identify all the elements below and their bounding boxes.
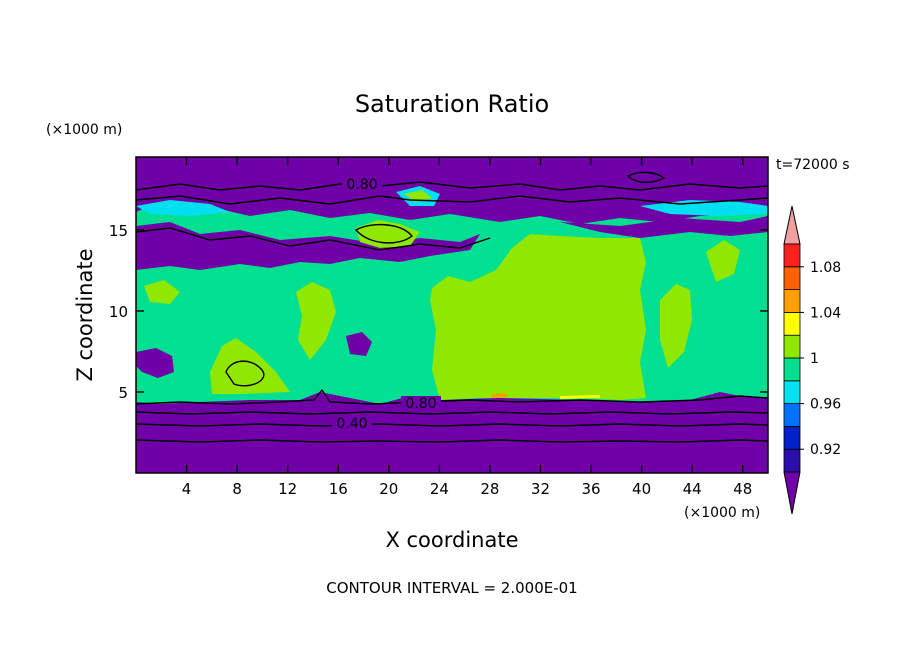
colorbar-label: 1 — [810, 351, 819, 367]
plot-frame — [135, 156, 769, 474]
colorbar-bin — [783, 289, 801, 313]
heatmap-field — [136, 157, 768, 473]
x-tick-label: 8 — [232, 480, 242, 498]
x-tick-label: 24 — [430, 480, 449, 498]
supersaturated-patch-right — [660, 284, 692, 368]
upper-cloud-streak-left — [136, 200, 230, 216]
chart-title: Saturation Ratio — [355, 90, 549, 118]
contour-lines — [136, 171, 768, 443]
contour-label-lower-080: 0.80 — [405, 396, 436, 412]
colorbar-label: 1.04 — [810, 305, 841, 321]
colorbar-bin — [783, 243, 801, 268]
time-label: t=72000 s — [776, 157, 850, 173]
colorbar-bin — [783, 380, 801, 404]
contour-0.40-lower — [136, 423, 768, 427]
supersaturated-core — [430, 234, 646, 400]
cloud-base-orange — [492, 393, 507, 398]
x-tick-label: 48 — [733, 480, 752, 498]
upper-cloud-puff-center-green — [404, 190, 432, 202]
contour-loop-3 — [626, 171, 666, 183]
dry-band-upper-right — [560, 216, 768, 238]
y-tick-label: 10 — [109, 303, 128, 321]
contour-0.80-upper — [136, 181, 768, 191]
supersaturated-patch-right-edge — [706, 240, 740, 282]
supersaturated-patch-mid — [296, 282, 336, 360]
dry-band-upper — [136, 222, 480, 270]
contour-cloud-top — [136, 227, 491, 251]
dry-patch-left — [136, 348, 174, 378]
contour-label-upper: 0.80 — [346, 177, 377, 193]
x-tick-label: 4 — [182, 480, 192, 498]
colorbar-label: 1.08 — [810, 260, 841, 276]
colorbar-bin — [783, 357, 801, 382]
x-tick-label: 36 — [581, 480, 600, 498]
upper-cloud-streak-right — [640, 200, 768, 216]
x-axis-label: X coordinate — [385, 528, 518, 552]
y-tick-label: 5 — [118, 384, 128, 402]
x-tick-label: 16 — [329, 480, 348, 498]
contour-loop-1 — [225, 360, 265, 387]
x-tick-label: 44 — [683, 480, 702, 498]
colorbar-bin — [783, 425, 801, 450]
colorbar-bin — [783, 403, 801, 427]
x-unit-label: (×1000 m) — [684, 505, 760, 521]
contour-loop-2 — [354, 223, 413, 244]
colorbar: 0.92 0.96 1 1.04 1.08 — [783, 205, 841, 515]
x-tick-label: 12 — [278, 480, 297, 498]
contour-0.80-upper-2 — [136, 195, 768, 205]
dry-patch-center — [346, 332, 372, 356]
x-tick-label: 28 — [480, 480, 499, 498]
x-tick-label: 40 — [632, 480, 651, 498]
y-tick-label: 15 — [109, 222, 128, 240]
colorbar-label: 0.92 — [810, 442, 841, 458]
colorbar-bin-high — [783, 205, 801, 245]
contour-label-bg-2 — [401, 396, 441, 410]
x-tick-label: 32 — [531, 480, 550, 498]
supersaturated-patch-far-left — [144, 280, 180, 304]
colorbar-bin — [783, 266, 801, 290]
contour-0.20-lower — [136, 439, 768, 443]
contour-0.60-lower — [136, 411, 768, 415]
contour-label-bg-3 — [332, 416, 372, 430]
colorbar-bin — [783, 334, 801, 359]
contour-0.80-lower — [136, 388, 768, 405]
y-axis-ticks: 5 10 15 — [109, 222, 768, 402]
contour-interval-note: CONTOUR INTERVAL = 2.000E-01 — [326, 579, 577, 597]
contour-label-lower-040: 0.40 — [336, 416, 367, 432]
colorbar-bin-low — [783, 471, 801, 515]
cloud-base-yellow — [560, 395, 600, 399]
y-unit-label: (×1000 m) — [46, 122, 122, 138]
colorbar-bin — [783, 311, 801, 336]
colorbar-label: 0.96 — [810, 397, 841, 413]
y-axis-label: Z coordinate — [73, 248, 97, 381]
x-tick-label: 20 — [379, 480, 398, 498]
x-axis-ticks: 4 8 12 16 20 24 28 32 36 40 44 48 — [182, 157, 752, 498]
contour-label-bg-1 — [342, 177, 382, 191]
colorbar-bin — [783, 448, 801, 473]
supersaturated-patch-left — [210, 338, 290, 394]
